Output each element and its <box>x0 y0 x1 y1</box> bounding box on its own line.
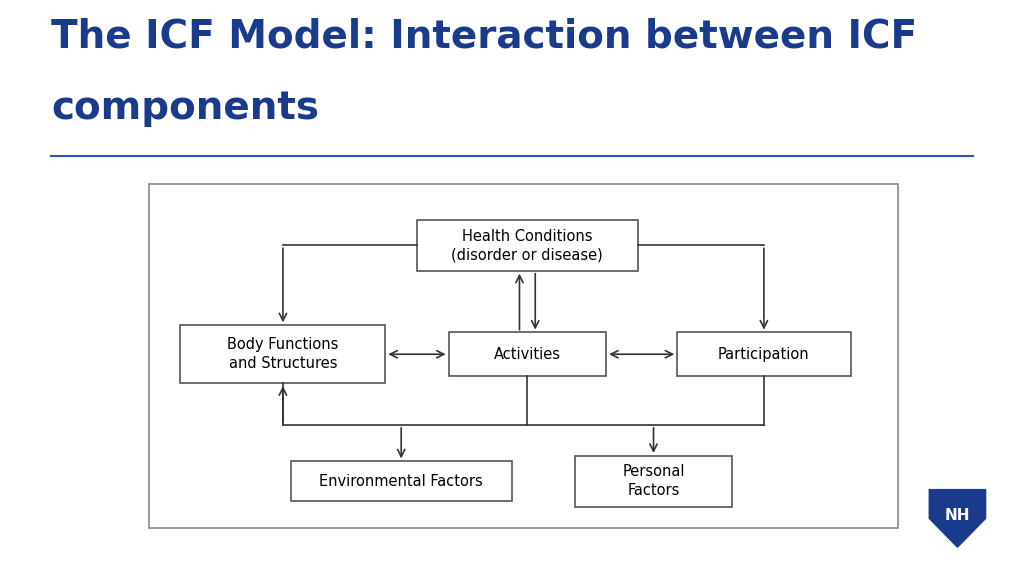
Text: Personal
Factors: Personal Factors <box>623 464 685 498</box>
Bar <box>449 332 606 376</box>
Text: NH: NH <box>945 508 970 523</box>
Bar <box>417 220 638 271</box>
Text: Environmental Factors: Environmental Factors <box>319 473 483 489</box>
Text: The ICF Model: Interaction between ICF: The ICF Model: Interaction between ICF <box>51 17 918 55</box>
Text: Body Functions
and Structures: Body Functions and Structures <box>227 338 339 371</box>
Text: Health Conditions
(disorder or disease): Health Conditions (disorder or disease) <box>452 229 603 262</box>
Bar <box>677 332 851 376</box>
Text: components: components <box>51 89 319 127</box>
Text: Participation: Participation <box>718 347 810 362</box>
Bar <box>180 325 385 383</box>
Text: Activities: Activities <box>494 347 561 362</box>
Bar <box>291 461 512 501</box>
Polygon shape <box>930 490 985 547</box>
Bar <box>574 456 732 507</box>
